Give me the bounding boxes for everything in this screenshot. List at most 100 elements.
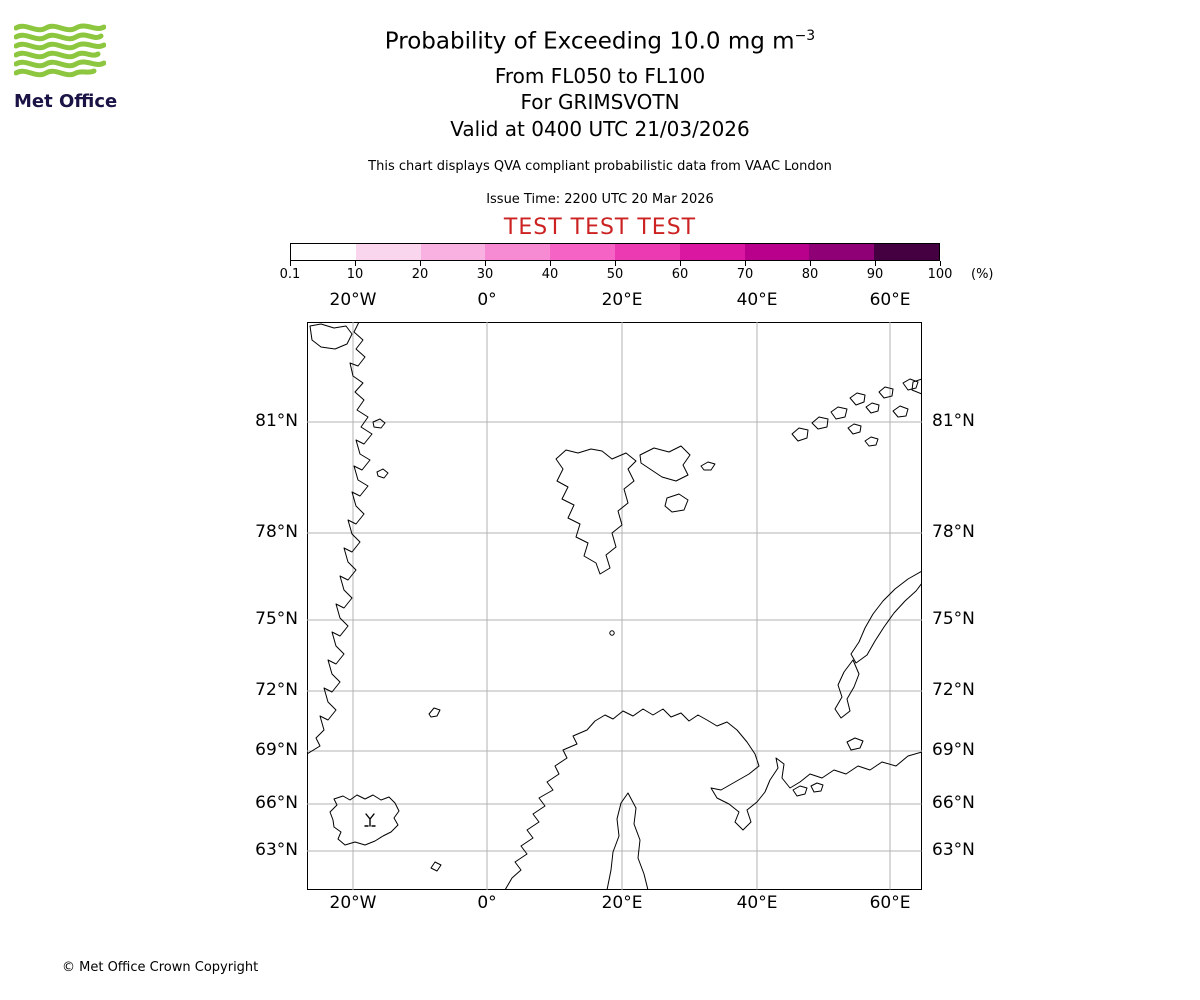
fjl-island	[902, 378, 919, 391]
fjl-island	[849, 392, 866, 406]
latitude-label-left: 75°N	[255, 609, 298, 629]
colorbar-tick-label: 30	[476, 267, 494, 282]
coastline-nordaustlandet	[639, 445, 691, 482]
greenland-islet	[376, 468, 389, 479]
fjl-island	[811, 416, 829, 430]
coastlines	[307, 322, 922, 890]
colorbar-tick-label: 40	[541, 267, 559, 282]
longitude-label-bottom: 0°	[477, 893, 497, 913]
colorbar-segment	[744, 244, 810, 260]
fjl-island	[892, 405, 909, 418]
latitude-label-left: 72°N	[255, 680, 298, 700]
fjl-island	[878, 386, 894, 399]
coastline-greenland-ne	[309, 323, 353, 350]
coastline-novaya-zemlya-north	[850, 570, 922, 664]
latitude-label-right: 78°N	[932, 522, 975, 542]
colorbar-tickmark	[810, 261, 811, 266]
longitude-label-top: 20°W	[329, 290, 377, 310]
colorbar-segment	[420, 244, 486, 260]
latitude-label-right: 69°N	[932, 740, 975, 760]
fjl-island	[847, 423, 862, 435]
colorbar-segment	[679, 244, 745, 260]
qva-note: This chart displays QVA compliant probab…	[368, 159, 832, 174]
probability-colorbar: 0.1 10 20 30 40 50 60 70 80 90 100 (%)	[280, 243, 994, 282]
colorbar-tick-label: 20	[411, 267, 429, 282]
colorbar-labels: 0.1 10 20 30 40 50 60 70 80 90 100 (%)	[280, 266, 994, 282]
greenland-islet	[372, 418, 386, 429]
volcano-marker	[364, 813, 376, 827]
fjl-island	[830, 406, 848, 420]
longitude-label-top: 60°E	[869, 290, 911, 310]
fjl-island	[865, 402, 880, 414]
longitude-label-bottom: 20°E	[601, 893, 643, 913]
latitude-label-left: 63°N	[255, 840, 298, 860]
faroe-islands	[430, 861, 442, 872]
colorbar-segment	[874, 244, 939, 260]
colorbar-segment	[291, 244, 356, 260]
met-office-wordmark: Met Office	[14, 91, 118, 112]
colorbar-tickmark	[875, 261, 876, 266]
colorbar-segment	[355, 244, 421, 260]
colorbar-tick-label: 10	[346, 267, 364, 282]
colorbar-tickmark	[940, 261, 941, 266]
colorbar-tick-label: 0.1	[279, 267, 301, 282]
map-graticule	[307, 322, 922, 890]
colorbar-tick-label: 50	[606, 267, 624, 282]
colorbar-tickmark	[290, 261, 291, 266]
colorbar-tickmark	[615, 261, 616, 266]
fjl-island	[911, 378, 922, 395]
coastline-spitsbergen	[555, 448, 637, 575]
colorbar-tick-label: 90	[866, 267, 884, 282]
latitude-label-right: 81°N	[932, 411, 975, 431]
fjl-island	[864, 436, 879, 447]
fjl-island	[791, 427, 809, 442]
latitude-label-left: 66°N	[255, 793, 298, 813]
franz-josef-land	[791, 378, 922, 447]
met-office-logo-icon	[13, 23, 107, 78]
kolguev-island	[846, 737, 864, 751]
latitude-label-right: 75°N	[932, 609, 975, 629]
latitude-label-right: 66°N	[932, 793, 975, 813]
longitude-label-bottom: 20°W	[329, 893, 377, 913]
issue-time: Issue Time: 2200 UTC 20 Mar 2026	[486, 192, 714, 207]
latitude-label-right: 72°N	[932, 680, 975, 700]
colorbar-tick-label: 100	[927, 267, 953, 282]
colorbar-unit: (%)	[971, 267, 994, 282]
coastline-iceland	[329, 794, 400, 846]
colorbar-tickmark	[550, 261, 551, 266]
bear-island	[609, 630, 615, 636]
coastline-scandinavia	[504, 708, 922, 890]
longitude-label-bottom: 40°E	[736, 893, 778, 913]
colorbar-tickmark	[355, 261, 356, 266]
longitude-label-bottom: 60°E	[869, 893, 911, 913]
colorbar-segment	[809, 244, 875, 260]
met-office-logo: Met Office	[13, 22, 118, 112]
kvitoya-island	[700, 461, 716, 471]
colorbar-tickmark	[745, 261, 746, 266]
colorbar-tickmark	[485, 261, 486, 266]
colorbar-segment	[614, 244, 680, 260]
colorbar-segment	[485, 244, 551, 260]
jan-mayen-island	[428, 707, 441, 718]
test-banner: TEST TEST TEST	[503, 215, 697, 240]
colorbar-tick-label: 80	[801, 267, 819, 282]
subtitle-flight-levels: From FL050 to FL100	[494, 64, 706, 88]
inland-lake	[792, 785, 808, 797]
coastline-edgeoya	[664, 493, 689, 513]
subtitle-volcano: For GRIMSVOTN	[520, 90, 680, 114]
copyright-notice: © Met Office Crown Copyright	[62, 960, 259, 975]
longitude-label-top: 20°E	[601, 290, 643, 310]
latitude-label-left: 78°N	[255, 522, 298, 542]
map	[307, 322, 922, 890]
longitude-label-top: 0°	[477, 290, 497, 310]
latitude-label-left: 69°N	[255, 740, 298, 760]
latitude-label-left: 81°N	[255, 411, 298, 431]
colorbar-tickmark	[680, 261, 681, 266]
colorbar-tick-label: 70	[736, 267, 754, 282]
latitude-label-right: 63°N	[932, 840, 975, 860]
colorbar-tick-label: 60	[671, 267, 689, 282]
colorbar-gradient	[290, 243, 940, 261]
colorbar-tickmark	[420, 261, 421, 266]
page-title-exponent: −3	[794, 28, 816, 44]
